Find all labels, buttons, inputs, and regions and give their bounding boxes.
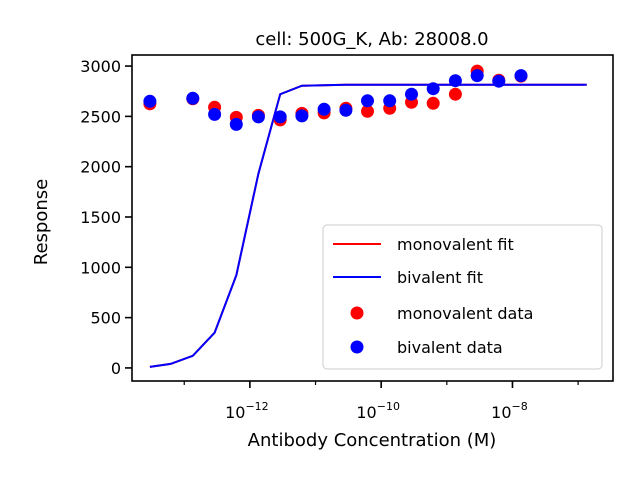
data-point-bivalent-data xyxy=(229,117,243,131)
data-point-bivalent-data xyxy=(339,103,353,117)
x-tick-label: 10−8 xyxy=(491,400,528,422)
data-point-bivalent-data xyxy=(448,74,462,88)
data-point-bivalent-data xyxy=(514,69,528,83)
y-tick-label: 0 xyxy=(111,359,121,378)
y-tick-label: 2500 xyxy=(80,107,121,126)
legend-label: monovalent data xyxy=(397,304,533,323)
x-axis: 10−12 10−10 10−8 xyxy=(183,381,579,422)
legend-swatch-marker xyxy=(350,306,364,320)
data-point-bivalent-data xyxy=(492,74,506,88)
data-point-bivalent-data xyxy=(273,110,287,124)
y-tick-label: 1000 xyxy=(80,258,121,277)
data-point-bivalent-data xyxy=(186,91,200,105)
data-point-bivalent-data xyxy=(251,110,265,124)
plot-frame xyxy=(131,54,614,382)
legend: monovalent fit bivalent fit monovalent dat… xyxy=(322,224,603,370)
data-point-bivalent-data xyxy=(208,107,222,121)
data-point-bivalent-data xyxy=(426,82,440,96)
legend-label: bivalent fit xyxy=(397,268,483,287)
data-point-bivalent-data xyxy=(143,94,157,108)
legend-label: monovalent fit xyxy=(397,235,514,254)
y-tick-label: 3000 xyxy=(80,57,121,76)
legend-label: bivalent data xyxy=(397,338,503,357)
data-point-bivalent-data xyxy=(317,102,331,116)
data-point-bivalent-data xyxy=(405,87,418,101)
data-point-monovalent-data xyxy=(426,96,440,110)
x-axis-label: Antibody Concentration (M) xyxy=(248,430,497,451)
y-tick-label: 2000 xyxy=(80,158,121,177)
y-axis: 0 500 1000 1500 2000 2500 3000 xyxy=(80,57,132,378)
plot-area xyxy=(131,54,614,382)
y-tick-label: 500 xyxy=(90,309,121,328)
legend-box xyxy=(322,224,603,370)
legend-swatch-marker xyxy=(350,340,364,354)
data-point-bivalent-data xyxy=(361,94,374,108)
chart-title: cell: 500G_K, Ab: 28008.0 xyxy=(255,29,488,50)
data-point-bivalent-data xyxy=(295,109,309,123)
data-point-monovalent-data xyxy=(448,87,462,101)
x-tick-label: 10−12 xyxy=(225,400,269,422)
data-point-bivalent-data xyxy=(383,94,397,108)
data-point-monovalent-data xyxy=(361,104,374,118)
y-axis-label: Response xyxy=(31,179,52,265)
y-tick-label: 1500 xyxy=(80,208,121,227)
x-tick-label: 10−10 xyxy=(356,400,400,422)
data-point-bivalent-data xyxy=(470,69,484,83)
series-line-bivalent-fit xyxy=(149,83,587,368)
